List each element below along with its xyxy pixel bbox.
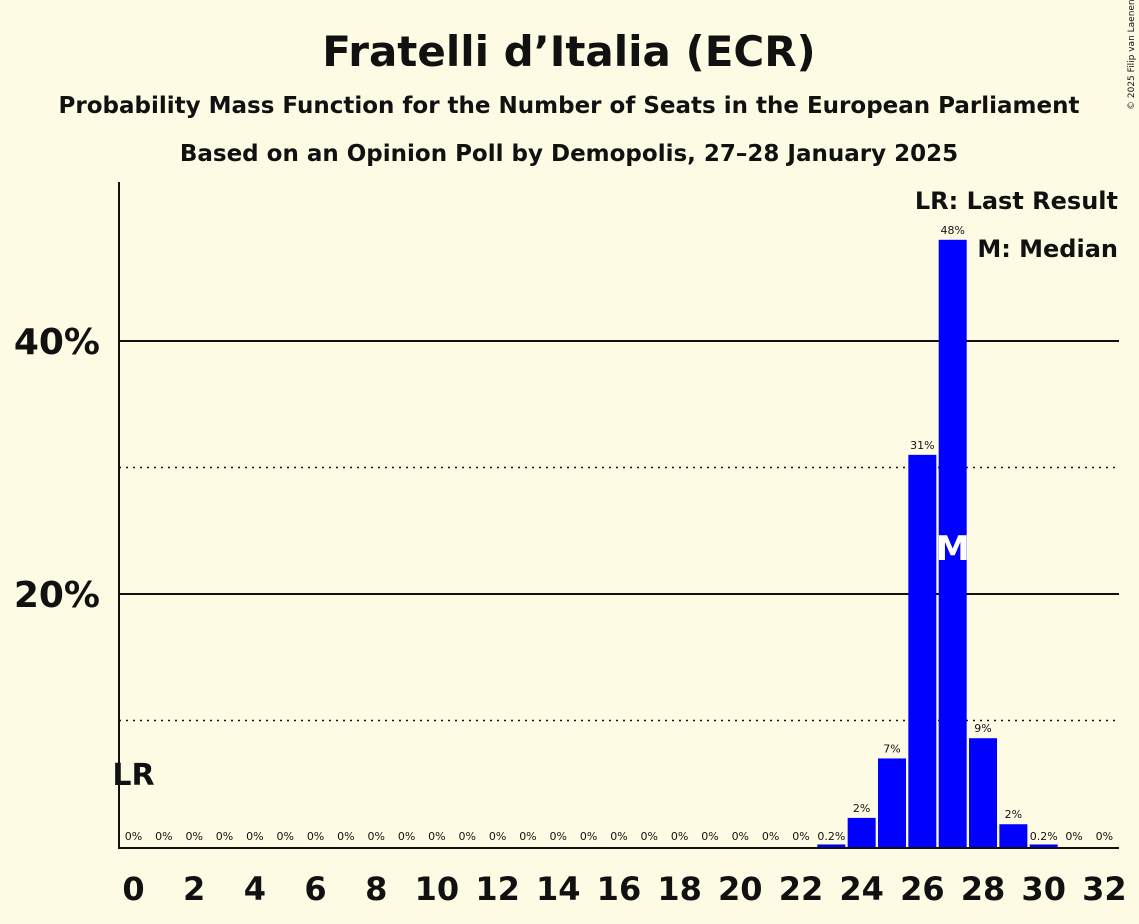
- x-tick-label: 2: [183, 870, 205, 908]
- bar-value-label: 0%: [1096, 830, 1113, 843]
- x-tick-label: 8: [365, 870, 387, 908]
- x-tick-label: 28: [961, 870, 1006, 908]
- chart-title: Fratelli d’Italia (ECR): [322, 27, 816, 76]
- chart-subtitle: Probability Mass Function for the Number…: [59, 93, 1080, 119]
- x-tick-label: 14: [536, 870, 581, 908]
- copyright: © 2025 Filip van Laenen: [1127, 0, 1137, 110]
- bar-value-label: 0%: [641, 830, 658, 843]
- bar-24: [847, 817, 876, 847]
- y-tick-label: 40%: [14, 322, 100, 363]
- bar-25: [878, 758, 906, 847]
- legend-last-result: LR: Last Result: [915, 187, 1118, 215]
- x-tick-label: 20: [718, 870, 763, 908]
- bar-value-label: 9%: [974, 722, 991, 735]
- x-tick-label: 32: [1082, 870, 1127, 908]
- x-tick-label: 4: [244, 870, 266, 908]
- bar-value-label: 0%: [276, 830, 293, 843]
- bar-value-label: 0%: [125, 830, 142, 843]
- bar-value-label: 2%: [853, 802, 870, 815]
- bar-value-label: 0%: [246, 830, 263, 843]
- bar-value-label: 2%: [1005, 808, 1022, 821]
- bar-value-label: 48%: [940, 224, 964, 237]
- bar-value-label: 0%: [671, 830, 688, 843]
- bar-value-label: 0%: [216, 830, 233, 843]
- bar-value-label: 0%: [428, 830, 445, 843]
- x-tick-label: 24: [839, 870, 884, 908]
- x-tick-label: 16: [597, 870, 642, 908]
- bar-value-label: 0.2%: [1030, 830, 1058, 843]
- bar-30: [1029, 844, 1058, 847]
- bar-value-label: 0%: [610, 830, 627, 843]
- bar-value-label: 0%: [792, 830, 809, 843]
- bar-value-label: 0%: [367, 830, 384, 843]
- bar-value-label: 0%: [307, 830, 324, 843]
- bar-value-label: 0%: [459, 830, 476, 843]
- x-tick-label: 30: [1021, 870, 1066, 908]
- median-marker: M: [936, 529, 970, 569]
- bar-value-label: 0%: [550, 830, 567, 843]
- bar-26: [908, 454, 937, 847]
- bar-value-label: 0%: [398, 830, 415, 843]
- bar-23: [817, 844, 846, 847]
- bar-value-label: 31%: [910, 439, 934, 452]
- bar-value-label: 0%: [337, 830, 354, 843]
- x-tick-label: 18: [657, 870, 702, 908]
- y-tick-label: 20%: [14, 575, 100, 616]
- bar-value-label: 0%: [701, 830, 718, 843]
- bar-28: [969, 738, 998, 847]
- x-tick-label: 12: [475, 870, 520, 908]
- bar-value-label: 0%: [519, 830, 536, 843]
- x-tick-label: 6: [304, 870, 326, 908]
- bar-value-label: 0.2%: [817, 830, 845, 843]
- bar-27: [938, 239, 967, 848]
- x-tick-label: 26: [900, 870, 945, 908]
- legend-median: M: Median: [977, 235, 1118, 263]
- bar-value-label: 0%: [732, 830, 749, 843]
- chart-subtitle-2: Based on an Opinion Poll by Demopolis, 2…: [180, 141, 958, 167]
- bar-value-label: 0%: [489, 830, 506, 843]
- bar-value-label: 0%: [580, 830, 597, 843]
- bar-value-label: 0%: [762, 830, 779, 843]
- bar-value-label: 7%: [883, 742, 900, 755]
- bar-value-label: 0%: [155, 830, 172, 843]
- x-tick-label: 10: [415, 870, 460, 908]
- bar-value-label: 0%: [1065, 830, 1082, 843]
- x-tick-label: 0: [122, 870, 144, 908]
- bar-value-label: 0%: [185, 830, 202, 843]
- x-tick-label: 22: [779, 870, 824, 908]
- bar-29: [999, 824, 1028, 847]
